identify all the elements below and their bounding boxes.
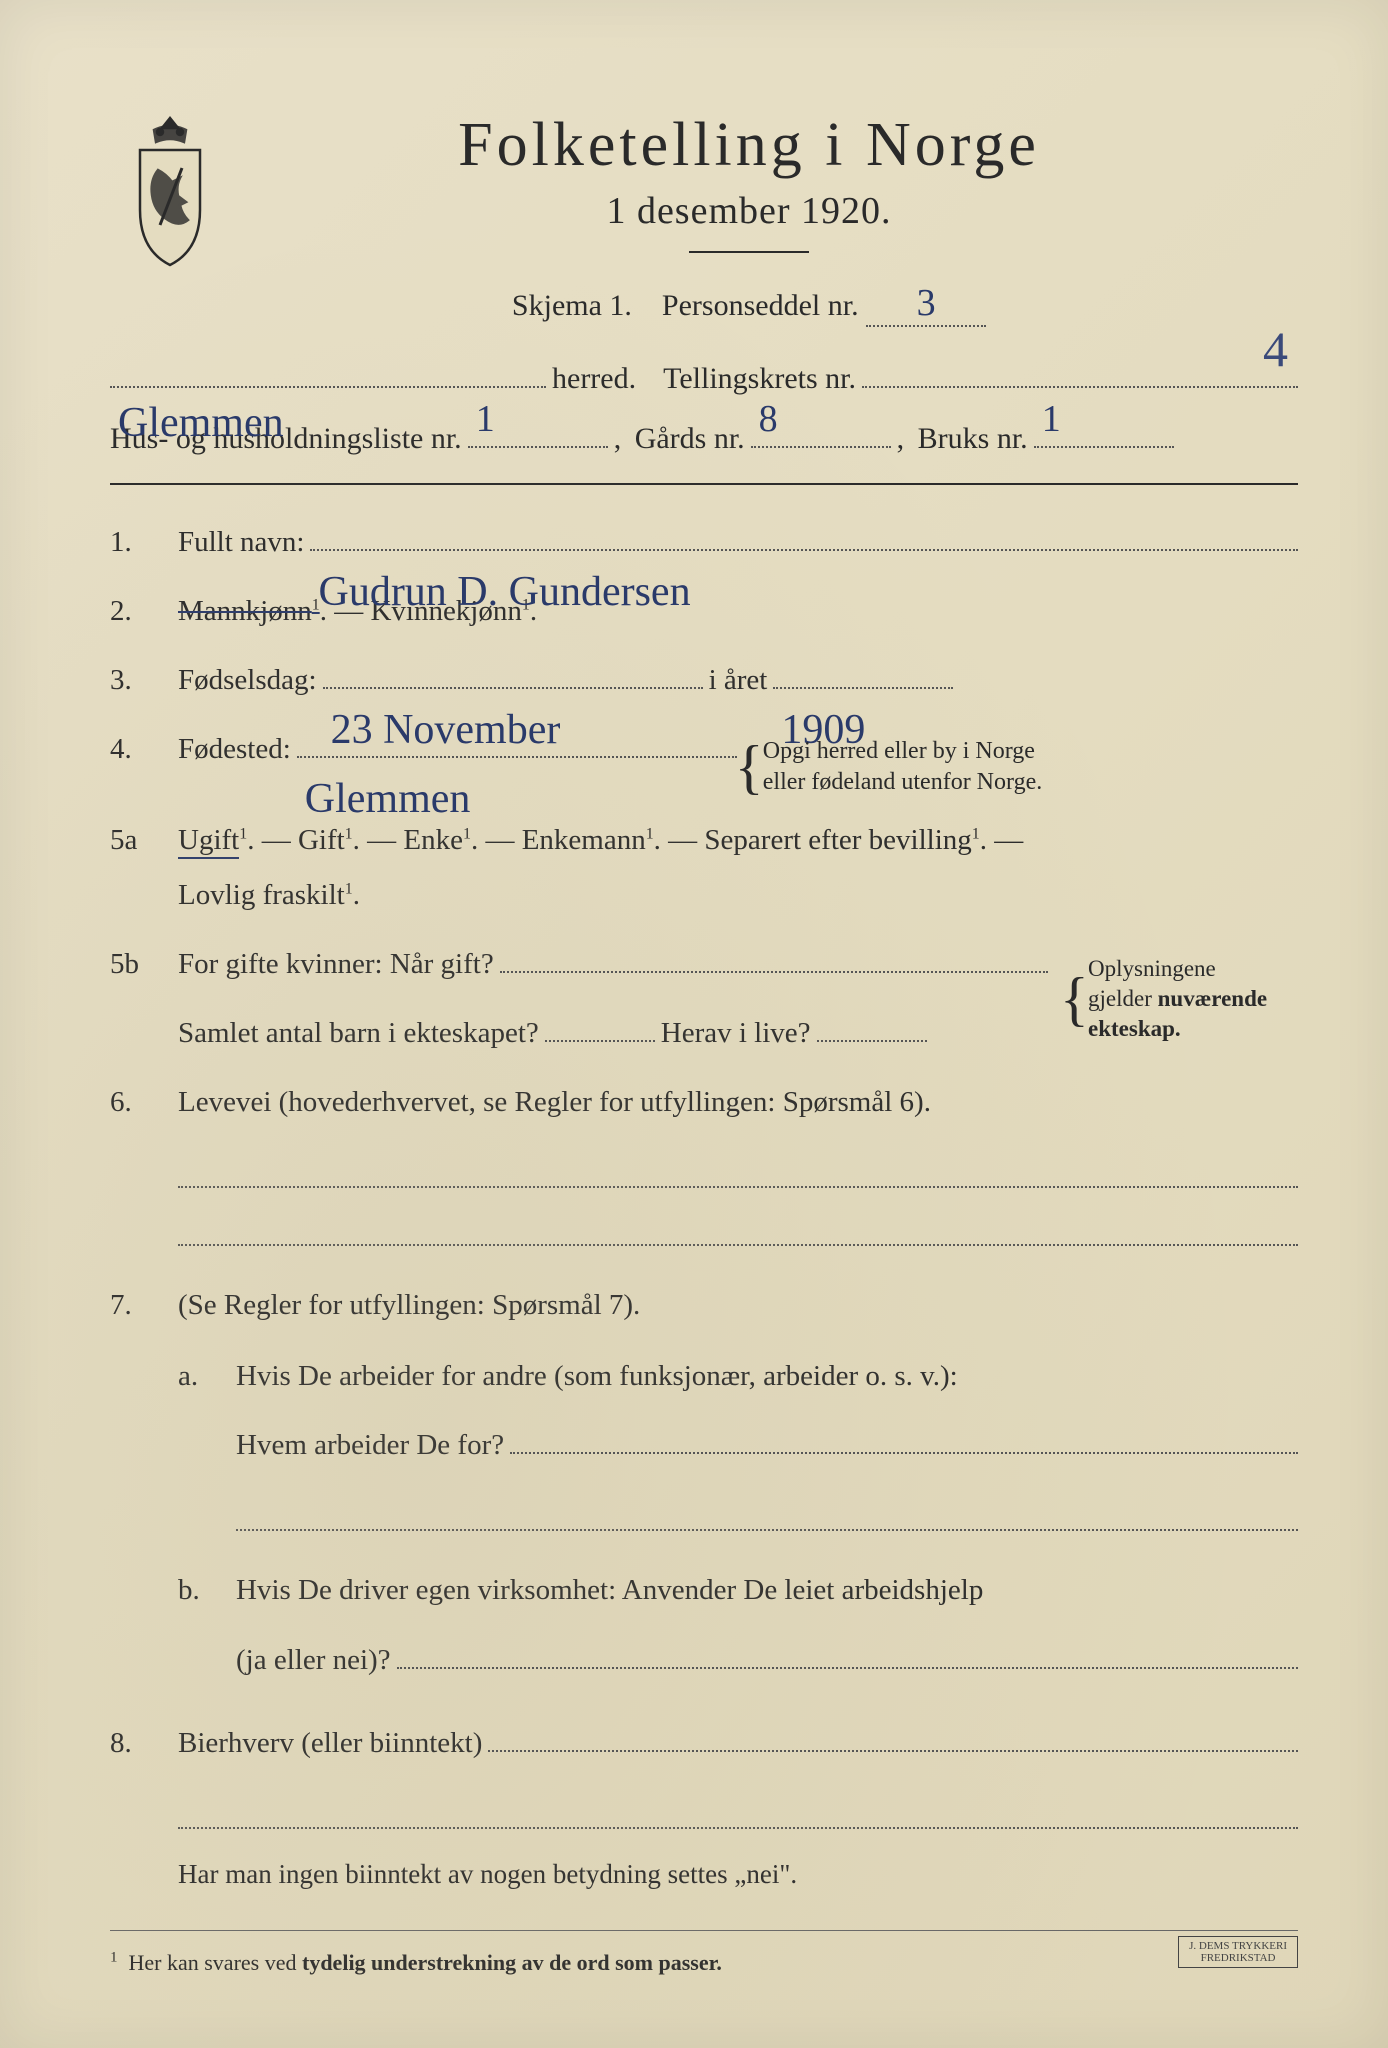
personseddel-nr-field: 3 (866, 281, 986, 327)
q3-day-field: 23 November (323, 687, 703, 689)
census-form-page: 4 Folketelling i Norge 1 desember 1920. … (0, 0, 1388, 2048)
q8-row: 8. Bierhverv (eller biinntekt) (110, 1716, 1298, 1771)
bruks-field: 1 (1034, 446, 1174, 448)
printer-mark: J. DEMS TRYKKERIFREDRIKSTAD (1178, 1936, 1298, 1968)
q4-label: Fødested: (178, 722, 291, 777)
q6-row: 6. Levevei (hovederhvervet, se Regler fo… (110, 1075, 1298, 1264)
q8-num: 8. (110, 1716, 160, 1771)
title-block: Folketelling i Norge 1 desember 1920. Sk… (260, 100, 1298, 343)
q6-answer-line-2 (178, 1206, 1298, 1246)
biinntekt-note: Har man ingen biinntekt av nogen betydni… (178, 1849, 1298, 1900)
form-label: Skjema 1. (512, 289, 632, 322)
q6-num: 6. (110, 1075, 160, 1130)
q5b-note: Oplysningene gjelder nuværende ekteskap. (1068, 954, 1298, 1044)
q5a-underlined: Ugift (178, 824, 239, 859)
gards-field: 8 (751, 446, 891, 448)
header: Folketelling i Norge 1 desember 1920. Sk… (110, 100, 1298, 343)
q5b-row: 5b For gifte kvinner: Når gift? Samlet a… (110, 937, 1298, 1061)
bruks-value: 1 (1042, 389, 1061, 450)
q2-struck-option: Mannkjønn1 (178, 595, 320, 627)
q3-row: 3. Fødselsdag: 23 November i året 1909 (110, 653, 1298, 708)
q1-num: 1. (110, 515, 160, 570)
husliste-row: Hus- og husholdningsliste nr. 1 , Gårds … (110, 415, 1298, 463)
q4-num: 4. (110, 722, 160, 777)
tellingskrets-field (862, 386, 1298, 388)
husliste-value: 1 (476, 389, 495, 450)
herred-label: herred. (552, 355, 636, 403)
q7b-field (397, 1667, 1298, 1669)
q6-text: Levevei (hovederhvervet, se Regler for u… (178, 1086, 931, 1118)
bruks-label: Bruks nr. (918, 415, 1028, 463)
herred-field: Glemmen (110, 386, 546, 388)
q5b-line2a: Samlet antal barn i ekteskapet? (178, 1006, 539, 1061)
q4-note: Opgi herred eller by i Norge eller fødel… (743, 736, 1042, 798)
footnote: 1 Her kan svares ved tydelig understrekn… (110, 1930, 1298, 1980)
q7b-line1: Hvis De driver egen virksomhet: Anvender… (236, 1563, 1298, 1618)
q8-answer-line (178, 1789, 1298, 1829)
q7a-line2: Hvem arbeider De for? (236, 1418, 504, 1473)
q7-row: 7. (Se Regler for utfyllingen: Spørsmål … (110, 1278, 1298, 1701)
herred-row: Glemmen herred. Tellingskrets nr. (110, 355, 1298, 403)
footnote-marker: 1 (110, 1950, 118, 1966)
q7a-line1: Hvis De arbeider for andre (som funksjon… (236, 1349, 1298, 1404)
personseddel-nr-value: 3 (917, 282, 936, 324)
section-divider (110, 483, 1298, 485)
norway-coat-of-arms-icon (110, 110, 230, 270)
q7a-answer-line (236, 1491, 1298, 1531)
q7a-field (510, 1452, 1298, 1454)
q5b-line2b: Herav i live? (661, 1006, 811, 1061)
q5b-barn-field (545, 1040, 655, 1042)
q5b-line1: For gifte kvinner: Når gift? (178, 937, 494, 992)
q8-field (488, 1750, 1298, 1752)
q5b-num: 5b (110, 937, 160, 992)
q5a-num: 5a (110, 813, 160, 868)
q6-answer-line-1 (178, 1148, 1298, 1188)
q7b-line2: (ja eller nei)? (236, 1633, 391, 1688)
q4-row: 4. Fødested: Glemmen Opgi herred eller b… (110, 722, 1298, 798)
q7a-label: a. (178, 1349, 218, 1404)
q5b-live-field (817, 1040, 927, 1042)
q4-field: Glemmen (297, 756, 737, 758)
q1-row: 1. Fullt navn: Gudrun D. Gundersen (110, 515, 1298, 570)
page-title: Folketelling i Norge (260, 110, 1238, 181)
page-subtitle: 1 desember 1920. (260, 189, 1238, 233)
q3-num: 3. (110, 653, 160, 708)
q3-label: Fødselsdag: (178, 653, 317, 708)
gards-value: 8 (759, 389, 778, 450)
q1-label: Fullt navn: (178, 515, 304, 570)
question-list: 1. Fullt navn: Gudrun D. Gundersen 2. Ma… (110, 515, 1298, 1900)
form-id-row: Skjema 1. Personseddel nr. 3 (260, 281, 1238, 327)
q5a-body: Ugift1. — Gift1. — Enke1. — Enkemann1. —… (178, 813, 1298, 923)
q8-label: Bierhverv (eller biinntekt) (178, 1716, 482, 1771)
q1-field: Gudrun D. Gundersen (310, 549, 1298, 551)
q3-mid: i året (709, 653, 768, 708)
q7-intro: (Se Regler for utfyllingen: Spørsmål 7). (178, 1278, 1298, 1333)
q7-num: 7. (110, 1278, 160, 1333)
q3-year-field: 1909 (773, 687, 953, 689)
q5a-row: 5a Ugift1. — Gift1. — Enke1. — Enkemann1… (110, 813, 1298, 923)
q5b-gift-field (500, 971, 1048, 973)
husliste-field: 1 (468, 446, 608, 448)
personseddel-label: Personseddel nr. (662, 289, 859, 322)
q2-num: 2. (110, 584, 160, 639)
footnote-bold: tydelig understrekning av de ord som pas… (302, 1950, 722, 1975)
margin-tellingskrets-number: 4 (1263, 320, 1288, 378)
gards-label: Gårds nr. (635, 415, 745, 463)
title-divider (689, 251, 809, 253)
q2-row: 2. Mannkjønn1. — Kvinnekjønn1. (110, 584, 1298, 639)
q7b-label: b. (178, 1563, 218, 1618)
